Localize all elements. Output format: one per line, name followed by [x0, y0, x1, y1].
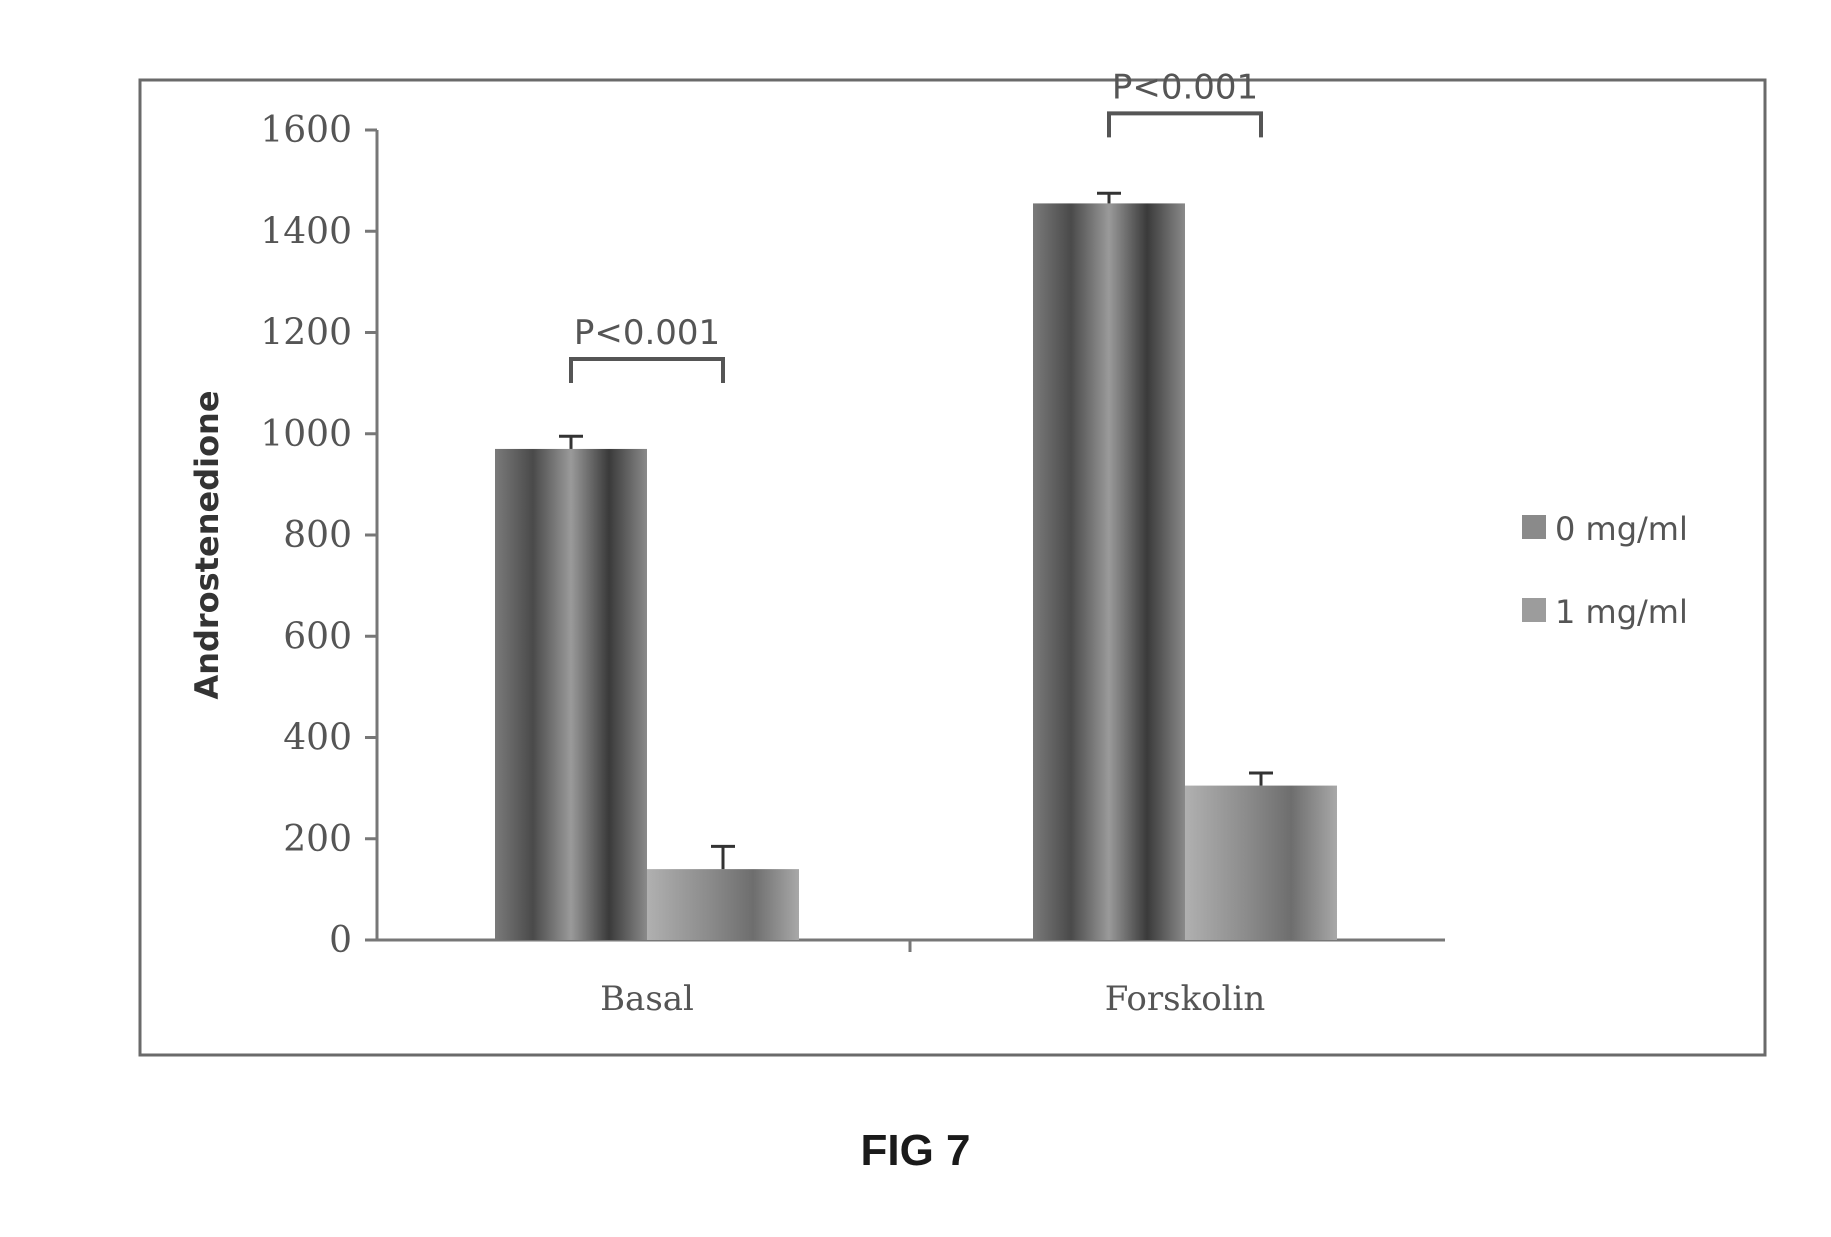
figure-caption: FIG 7	[0, 1126, 1831, 1176]
bar-0-mg-ml-forskolin	[1033, 203, 1185, 940]
y-axis-title: Androstenedione	[188, 390, 226, 699]
chart-frame	[140, 80, 1765, 1055]
y-tick-label-1200: 1200	[260, 313, 352, 354]
legend-swatch-1-mg-ml	[1522, 598, 1546, 622]
bar-1-mg-ml-forskolin	[1185, 786, 1337, 940]
y-tick-label-200: 200	[283, 819, 352, 860]
significance-bracket-basal	[571, 359, 723, 383]
x-category-label-forskolin: Forskolin	[1105, 979, 1266, 1019]
bar-1-mg-ml-basal	[647, 869, 799, 940]
y-tick-label-800: 800	[283, 515, 352, 556]
bars	[495, 193, 1337, 940]
y-tick-label-1000: 1000	[260, 414, 352, 455]
significance-bracket-forskolin	[1109, 113, 1261, 137]
x-category-label-basal: Basal	[600, 979, 694, 1019]
significance-label-basal: P<0.001	[574, 313, 720, 353]
y-tick-label-600: 600	[283, 616, 352, 657]
legend: 0 mg/ml 1 mg/ml	[1522, 510, 1688, 631]
legend-label-0-mg-ml: 0 mg/ml	[1555, 510, 1688, 548]
y-tick-label-0: 0	[329, 920, 352, 961]
significance-label-forskolin: P<0.001	[1112, 67, 1258, 107]
legend-swatch-0-mg-ml	[1522, 515, 1546, 539]
legend-label-1-mg-ml: 1 mg/ml	[1555, 593, 1688, 631]
y-tick-label-400: 400	[283, 718, 352, 759]
x-category-labels: Basal Forskolin	[600, 979, 1265, 1019]
y-tick-label-1600: 1600	[260, 110, 352, 151]
bar-0-mg-ml-basal	[495, 449, 647, 940]
y-tick-label-1400: 1400	[260, 211, 352, 252]
